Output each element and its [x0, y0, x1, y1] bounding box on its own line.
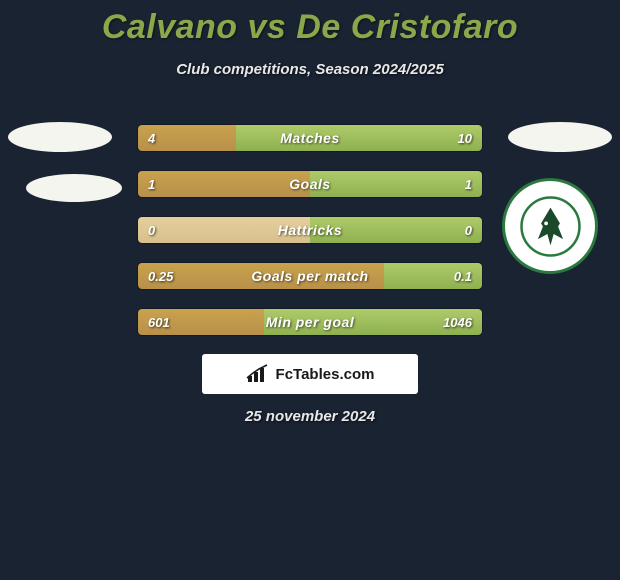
stat-label: Min per goal [138, 309, 482, 335]
stat-label: Goals per match [138, 263, 482, 289]
stat-bar: 1 Goals 1 [137, 170, 483, 198]
player-left-placeholder [8, 100, 112, 204]
stat-label: Matches [138, 125, 482, 151]
date-text: 25 november 2024 [0, 408, 620, 425]
brand-text: FcTables.com [276, 366, 375, 383]
subtitle: Club competitions, Season 2024/2025 [0, 61, 620, 78]
stat-right-value: 10 [458, 125, 472, 151]
stat-bar: 4 Matches 10 [137, 124, 483, 152]
stat-right-value: 1046 [443, 309, 472, 335]
stat-bar: 601 Min per goal 1046 [137, 308, 483, 336]
stat-label: Goals [138, 171, 482, 197]
stat-bar: 0.25 Goals per match 0.1 [137, 262, 483, 290]
club-logo [502, 178, 598, 274]
stat-right-value: 1 [465, 171, 472, 197]
page-title: Calvano vs De Cristofaro [0, 0, 620, 47]
stat-label: Hattricks [138, 217, 482, 243]
brand-badge: FcTables.com [202, 354, 418, 394]
stat-bar: 0 Hattricks 0 [137, 216, 483, 244]
wolf-crest-icon [519, 195, 582, 258]
stat-right-value: 0 [465, 217, 472, 243]
stat-right-value: 0.1 [454, 263, 472, 289]
stats-bars: 4 Matches 10 1 Goals 1 0 Hattricks 0 0.2… [137, 124, 483, 354]
chart-icon [246, 364, 270, 384]
